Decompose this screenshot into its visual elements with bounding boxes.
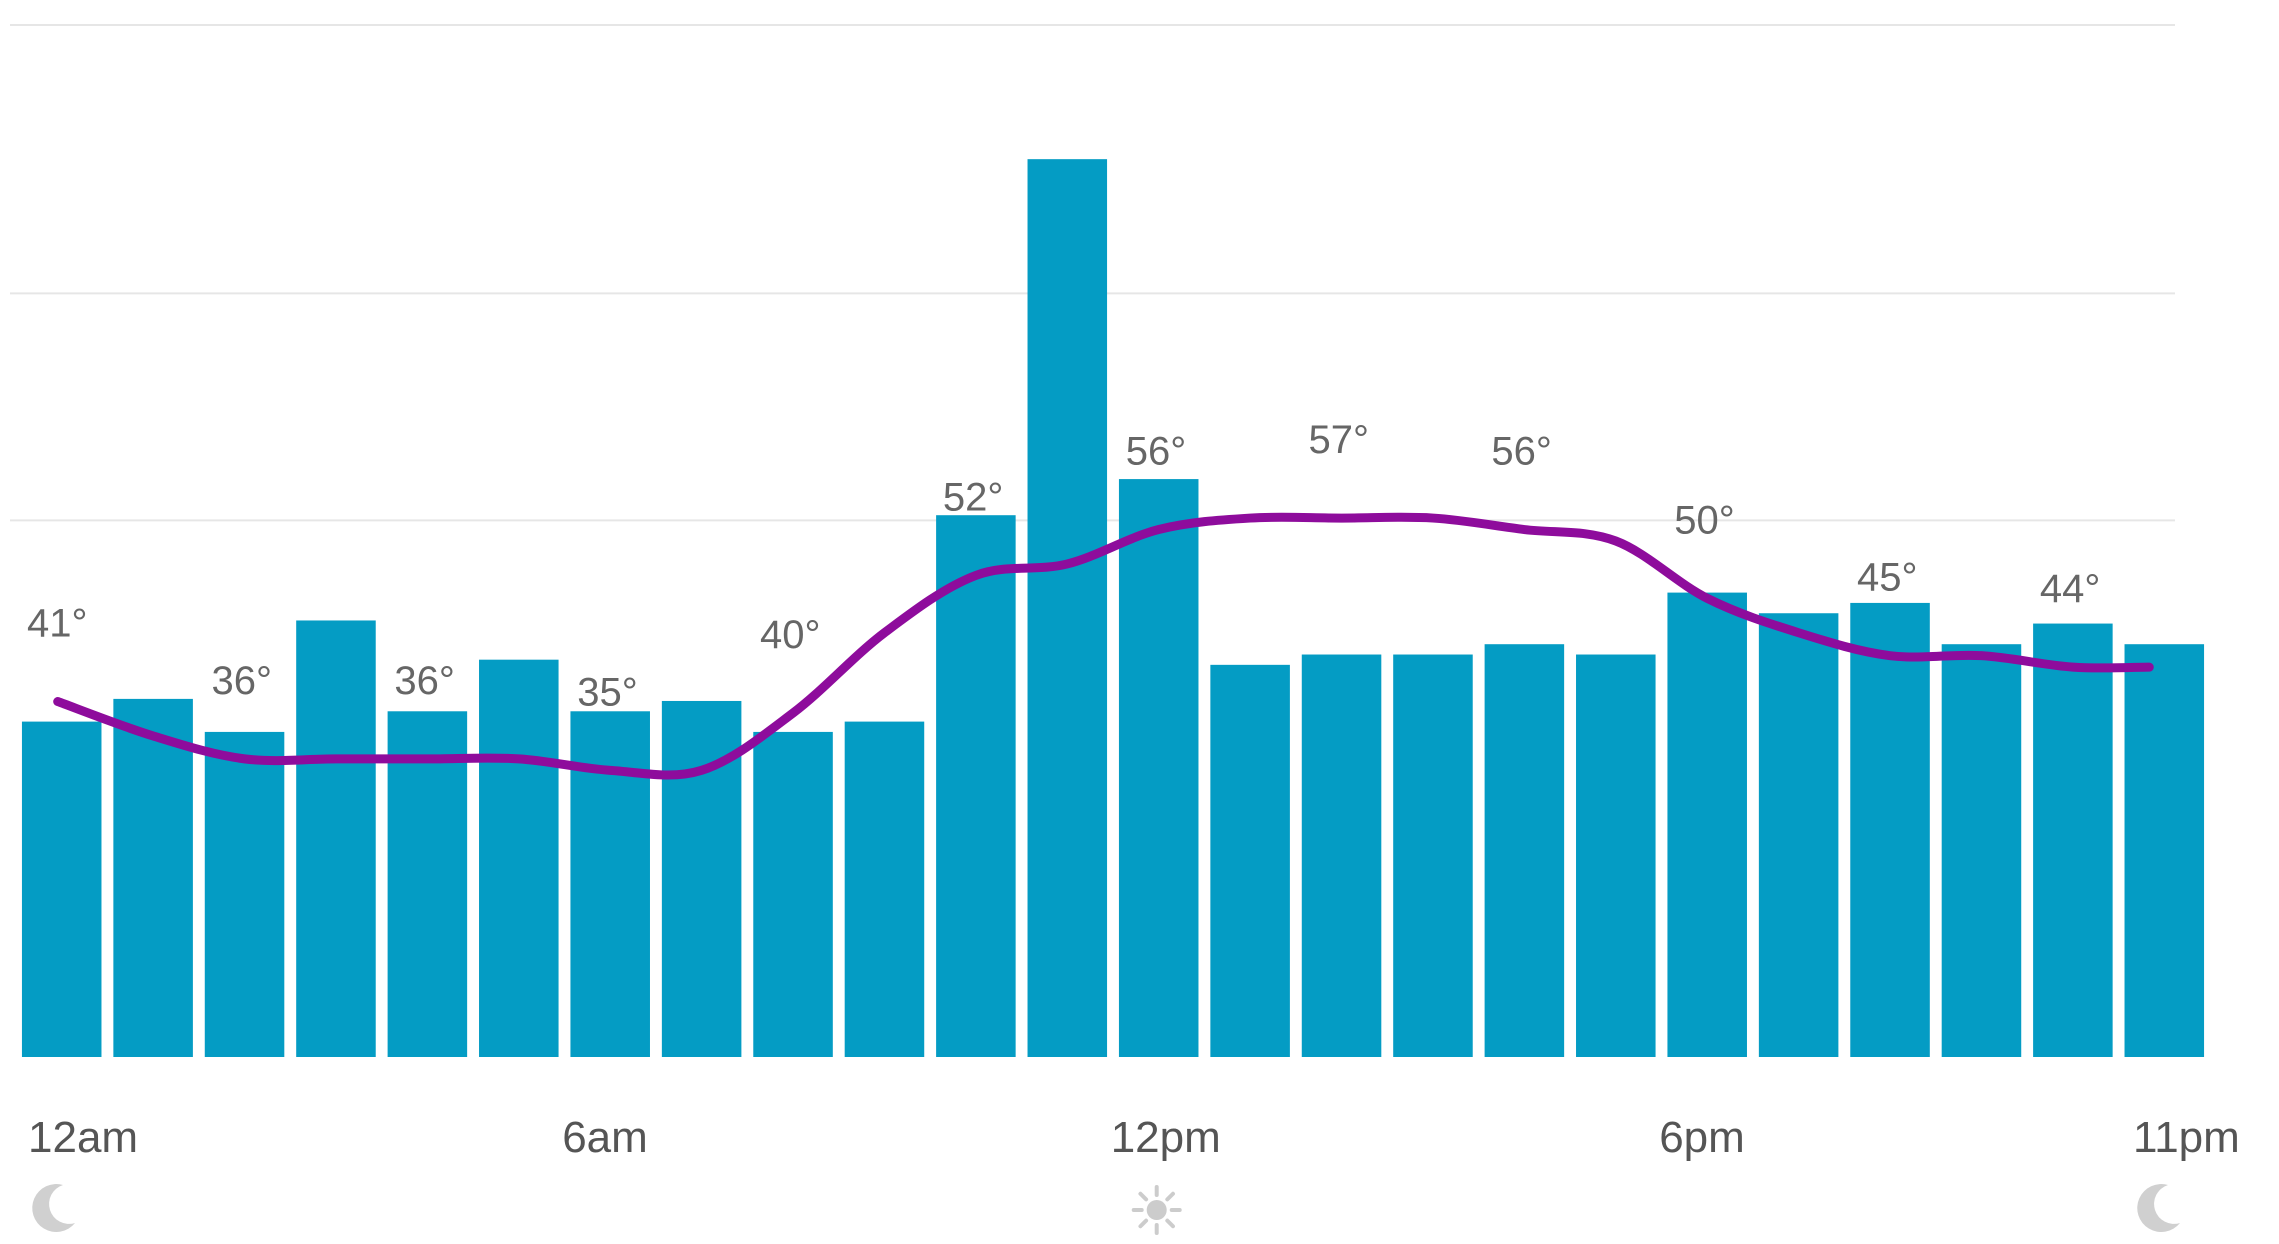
bar-10am: [936, 515, 1016, 1057]
temperature-line-series: [53, 512, 2154, 780]
temperature-labels: 41° 36° 36° 35° 40° 52° 56° 57° 56° 50° 45° 44°: [27, 418, 2100, 714]
bar-2pm: [1301, 654, 1382, 1057]
temp-label-10pm: 44°: [2040, 567, 2101, 611]
temp-label-12pm: 56°: [1126, 430, 1187, 474]
bar-1pm: [1210, 664, 1290, 1057]
temp-label-6am: 35°: [577, 670, 638, 714]
sun-ray: [1138, 1218, 1149, 1229]
temp-label-4pm: 56°: [1491, 430, 1552, 474]
x-tick-label-11pm: 11pm: [2133, 1113, 2240, 1162]
temp-label-2pm: 57°: [1309, 418, 1370, 462]
sun-ray: [1165, 1218, 1175, 1229]
sun-icon: [1131, 1185, 1182, 1235]
x-tick-label-6pm: 6pm: [1659, 1113, 1745, 1162]
bar-11pm: [2124, 644, 2205, 1057]
bar-8pm: [1850, 602, 1930, 1057]
temp-label-2am: 36°: [212, 659, 273, 703]
bar-12am: [21, 721, 102, 1057]
temperature-line: [53, 512, 2154, 780]
sun-core: [1146, 1200, 1167, 1220]
temp-label-12am: 41°: [27, 602, 88, 646]
temp-label-6pm: 50°: [1674, 498, 1735, 542]
temp-label-4am: 36°: [394, 659, 455, 703]
bar-3am: [296, 620, 376, 1057]
x-tick-label-12pm: 12pm: [1111, 1113, 1221, 1162]
x-tick-label-12am: 12am: [28, 1113, 138, 1162]
bar-5am: [479, 659, 559, 1057]
bar-1am: [113, 698, 193, 1057]
bar-3pm: [1393, 654, 1473, 1057]
sun-ray: [1165, 1191, 1175, 1202]
bar-4pm: [1484, 644, 1565, 1057]
bar-8am: [753, 731, 833, 1057]
bar-4am: [387, 711, 468, 1057]
bar-10pm: [2033, 623, 2113, 1057]
moon-icon: [2137, 1184, 2180, 1233]
sun-ray: [1138, 1191, 1149, 1202]
bar-9pm: [1941, 644, 2022, 1057]
bar-5pm: [1576, 654, 1656, 1057]
bar-2am: [204, 731, 285, 1057]
x-tick-label-6am: 6am: [562, 1113, 648, 1162]
moon-icon: [32, 1184, 75, 1233]
bar-7pm: [1758, 613, 1839, 1057]
bar-11am: [1027, 159, 1108, 1057]
temp-label-8am: 40°: [760, 613, 821, 657]
bar-6pm: [1667, 592, 1747, 1057]
bar-series: [21, 159, 2205, 1058]
x-axis: 12am 6am 12pm 6pm 11pm: [28, 1113, 2240, 1235]
bar-12pm: [1118, 479, 1199, 1058]
temp-label-8pm: 45°: [1857, 556, 1918, 600]
temp-label-10am: 52°: [943, 475, 1004, 519]
bar-9am: [844, 721, 925, 1057]
